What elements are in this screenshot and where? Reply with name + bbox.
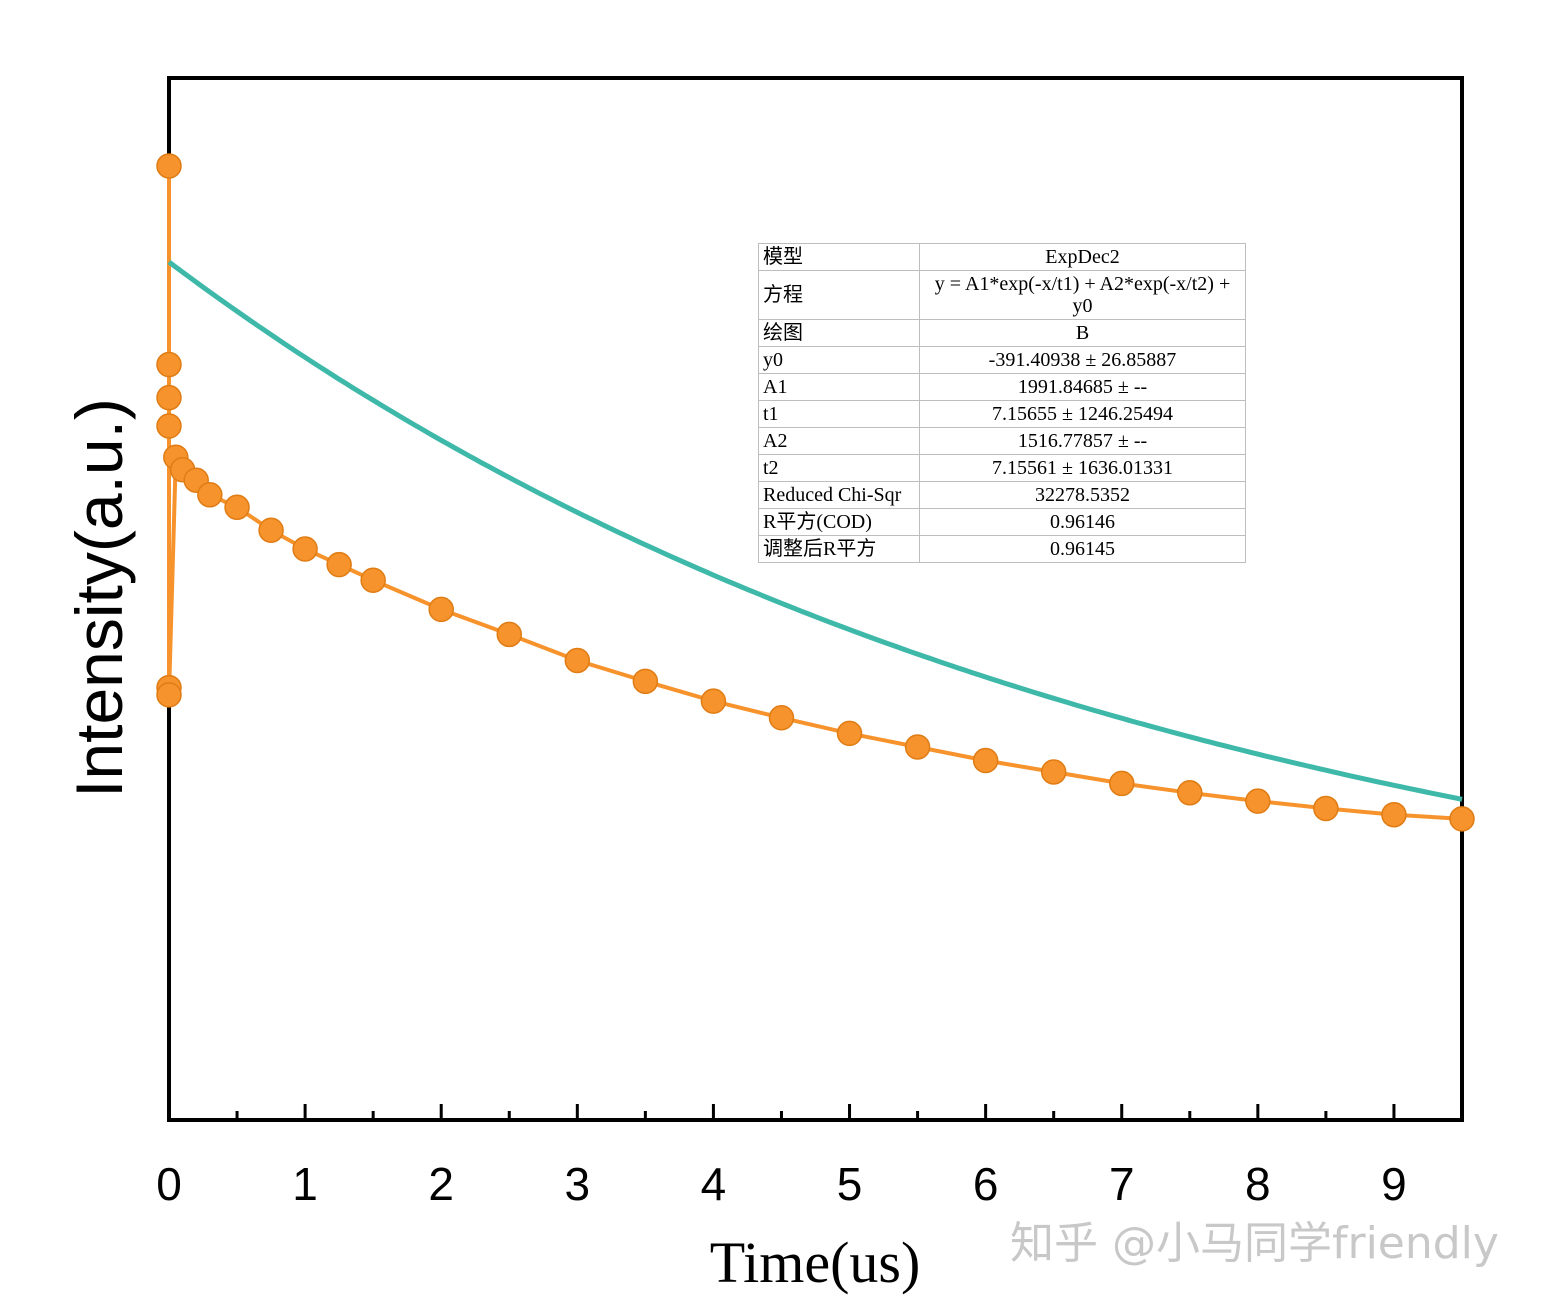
data-point [156, 682, 182, 708]
data-point [156, 384, 182, 411]
x-tick-label: 5 [837, 1158, 863, 1210]
watermark: 知乎 @小马同学friendly [1010, 1218, 1499, 1269]
fit-table-key: A2 [758, 427, 920, 455]
plot-frame [167, 76, 1464, 1122]
y-axis-label: Intensity(a.u.) [62, 398, 136, 798]
fit-table-row: R平方(COD) 0.96146 [758, 508, 1246, 536]
x-tick-label: 4 [701, 1158, 727, 1210]
fit-table-row: y0 -391.40938 ± 26.85887 [758, 346, 1246, 374]
fit-results-table: 模型 ExpDec2 方程 y = A1*exp(-x/t1) + A2*exp(-x… [758, 243, 1246, 563]
fit-table-value: B [919, 319, 1246, 347]
fit-table-row: 绘图 B [758, 319, 1246, 347]
x-tick-label: 0 [156, 1158, 182, 1210]
fit-table-value: 7.15655 ± 1246.25494 [919, 400, 1246, 428]
fit-table-value: y = A1*exp(-x/t1) + A2*exp(-x/t2) + y0 [919, 270, 1246, 320]
fit-table-row: 调整后R平方 0.96145 [758, 535, 1246, 563]
x-tick-label: 8 [1245, 1158, 1271, 1210]
fit-table-row: t1 7.15655 ± 1246.25494 [758, 400, 1246, 428]
data-point [836, 720, 863, 747]
data-point [156, 351, 182, 378]
data-point [1381, 801, 1407, 828]
data-point [496, 621, 523, 648]
data-point [1313, 795, 1339, 822]
x-tick-label: 2 [428, 1158, 454, 1210]
fit-table-value: 1516.77857 ± -- [919, 427, 1246, 455]
fit-table-value: 1991.84685 ± -- [919, 373, 1246, 401]
fit-table-value: 32278.5352 [919, 481, 1246, 509]
fit-table-key: 模型 [758, 243, 920, 271]
data-point [224, 494, 250, 521]
data-point [258, 517, 284, 543]
fit-table-key: A1 [758, 373, 920, 401]
fit-table-row: 模型 ExpDec2 [758, 243, 1246, 271]
fit-table-value: 7.15561 ± 1636.01331 [919, 454, 1246, 482]
fit-table-key: 方程 [758, 270, 920, 320]
data-point [564, 647, 591, 674]
fit-table-key: R平方(COD) [758, 508, 920, 536]
data-layer [156, 153, 1475, 832]
fit-table-key: 绘图 [758, 319, 920, 347]
x-tick-labels: 0 1 2 3 4 5 6 7 8 9 [156, 1158, 1407, 1210]
data-point [1449, 806, 1475, 832]
fit-table-row: A1 1991.84685 ± -- [758, 373, 1246, 401]
fit-table-key: Reduced Chi-Sqr [758, 481, 920, 509]
data-point [156, 153, 182, 179]
data-point [156, 413, 182, 439]
data-point [428, 596, 454, 623]
x-tick-label: 3 [565, 1158, 591, 1210]
fit-curve [167, 260, 1463, 802]
fit-table-key: 调整后R平方 [758, 535, 920, 563]
data-point [360, 567, 386, 593]
data-point [768, 705, 795, 731]
data-point [632, 668, 659, 695]
x-tick-label: 7 [1109, 1158, 1135, 1210]
data-point [972, 747, 999, 774]
data-point [197, 482, 223, 508]
fit-table-row: Reduced Chi-Sqr 32278.5352 [758, 481, 1246, 509]
fit-table-row: A2 1516.77857 ± -- [758, 427, 1246, 455]
data-point [326, 551, 352, 578]
fit-table-value: 0.96145 [919, 535, 1246, 563]
data-point [1040, 759, 1067, 785]
x-tick-label: 6 [973, 1158, 999, 1210]
data-point [1177, 780, 1203, 806]
x-tick-label: 1 [292, 1158, 318, 1210]
fit-table-key: y0 [758, 346, 920, 374]
fit-table-key: t1 [758, 400, 920, 428]
data-point [1108, 770, 1135, 797]
data-point [700, 688, 727, 714]
data-point [292, 536, 318, 562]
data-point [904, 734, 931, 760]
fit-table-row: 方程 y = A1*exp(-x/t1) + A2*exp(-x/t2) + y0 [758, 270, 1246, 320]
x-tick-label: 9 [1381, 1158, 1407, 1210]
x-ticks [167, 1104, 1464, 1120]
fit-table-value: ExpDec2 [919, 243, 1246, 271]
fit-table-key: t2 [758, 454, 920, 482]
x-axis-label: Time(us) [710, 1230, 921, 1295]
fit-layer [167, 260, 1463, 802]
fit-table-value: 0.96146 [919, 508, 1246, 536]
fit-table-row: t2 7.15561 ± 1636.01331 [758, 454, 1246, 482]
data-point [1245, 788, 1271, 814]
fit-table-value: -391.40938 ± 26.85887 [919, 346, 1246, 374]
